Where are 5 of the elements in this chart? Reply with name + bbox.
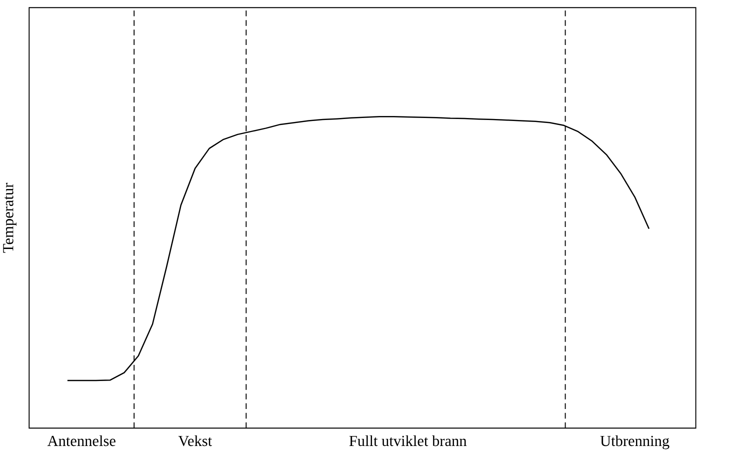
y-axis-title: Temperatur: [3, 182, 16, 253]
x-tick-label: Vekst: [178, 435, 212, 446]
x-tick-label: Utbrenning: [600, 435, 670, 450]
x-tick-label: Fullt utviklet brann: [349, 435, 467, 446]
x-tick-label: Antennelse: [47, 435, 116, 446]
